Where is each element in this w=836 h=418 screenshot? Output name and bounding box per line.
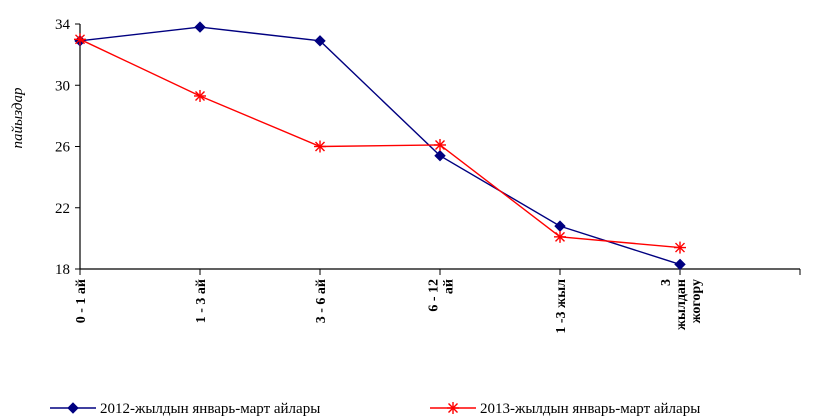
star-stroke [315, 141, 325, 152]
x-tick-label: 3 - 6 ай [314, 279, 329, 323]
star-stroke [555, 231, 565, 242]
legend-label: 2013-жылдын январь-март айлары [480, 401, 700, 417]
star-stroke [435, 139, 445, 150]
x-tick-label-line: 1 - 3 ай [194, 279, 209, 323]
x-tick-label-line: жылдан [674, 279, 689, 330]
star-stroke [195, 90, 205, 101]
y-tick-label: 18 [55, 262, 70, 278]
y-tick-label: 22 [55, 201, 70, 217]
x-tick-label-line: 1 -3 жыл [554, 279, 569, 334]
x-tick-label-line: ай [442, 279, 457, 294]
series-line-1 [79, 26, 681, 266]
y-tick-label: 26 [55, 140, 71, 156]
data-point [74, 33, 86, 46]
x-tick-label-line: 0 - 1 ай [74, 279, 89, 323]
x-tick-label-line: 3 [659, 279, 674, 286]
y-axis-title: пайыздар [10, 87, 26, 148]
data-point [67, 402, 79, 414]
data-point [314, 35, 326, 47]
data-point [554, 230, 566, 243]
data-point [674, 241, 686, 254]
x-tick-label: 1 -3 жыл [554, 279, 569, 334]
x-tick-labels: 0 - 1 ай 1 - 3 ай 3 - 6 ай 6 - 12 ай 1 -3 жыл… [74, 279, 704, 334]
legend-item: 2013-жылдын январь-март айлары [430, 401, 700, 417]
series-line-2 [79, 38, 681, 249]
data-point [194, 21, 206, 33]
legend: 2012-жылдын январь-март айлары 2013-жылды… [50, 401, 700, 417]
legend-label: 2012-жылдын январь-март айлары [100, 401, 320, 417]
star-stroke [448, 403, 458, 413]
data-point [314, 140, 326, 153]
data-point [674, 258, 686, 271]
x-tick-label-line: 6 - 12 [427, 279, 442, 312]
star-stroke [675, 242, 685, 253]
x-tick-label-line: 3 - 6 ай [314, 279, 329, 323]
data-point [434, 138, 446, 151]
y-tick-label: 30 [55, 78, 70, 94]
y-tick-label: 34 [55, 17, 71, 33]
x-tick-label: 6 - 12 ай [427, 279, 457, 312]
x-tick-label-line: жогору [689, 279, 704, 323]
x-tick-label: 1 - 3 ай [194, 279, 209, 323]
series-lines [74, 21, 686, 271]
data-point [554, 220, 566, 232]
x-tick-label: 3 жылдан жогору [659, 279, 704, 330]
y-tick-labels: 18 22 26 30 34 [55, 17, 71, 278]
data-point [194, 89, 206, 102]
axes [75, 23, 801, 275]
data-point [447, 402, 459, 414]
legend-item: 2012-жылдын январь-март айлары [50, 401, 320, 417]
x-tick-label: 0 - 1 ай [74, 279, 89, 323]
star-stroke [75, 34, 85, 45]
data-point [434, 149, 446, 162]
